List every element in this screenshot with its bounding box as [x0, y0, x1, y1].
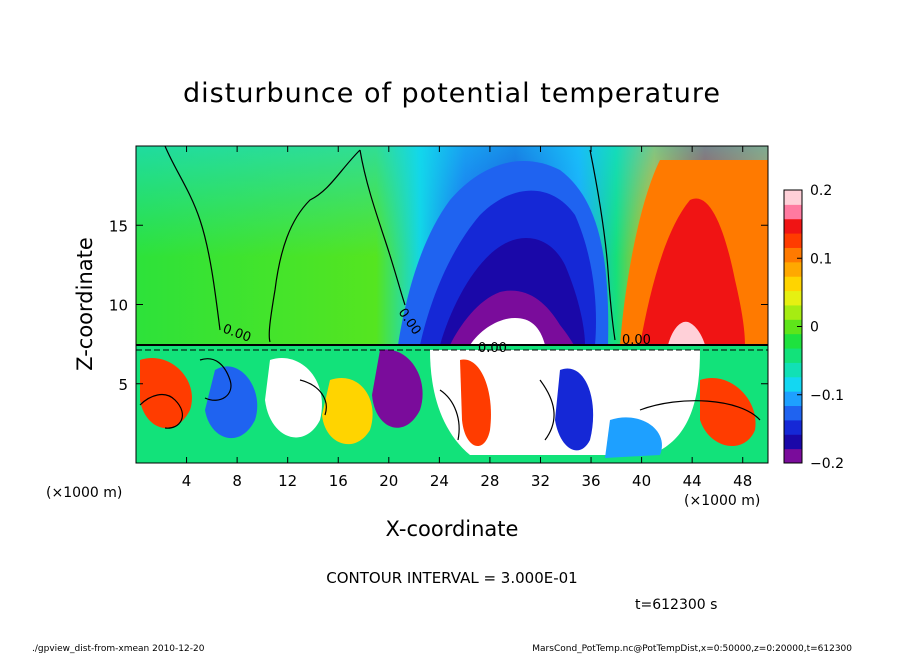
colorbar-tick-label: −0.1 — [810, 388, 844, 404]
colorbar-swatch — [784, 448, 802, 464]
lower-layer-blob-4 — [322, 378, 373, 445]
x-tick-label: 40 — [632, 472, 651, 490]
footer-right: MarsCond_PotTemp.nc@PotTempDist,x=0:5000… — [532, 644, 852, 654]
colorbar-swatch — [784, 376, 802, 392]
colorbar-swatch — [784, 434, 802, 450]
x-tick-label: 36 — [581, 472, 600, 490]
colorbar-swatch — [784, 333, 802, 349]
lower-layer-blob-3 — [265, 358, 322, 438]
lower-layer-blob-5 — [372, 349, 423, 428]
colorbar-swatch — [784, 348, 802, 363]
cold-plume-minimum — [450, 290, 574, 345]
x-tick-label: 12 — [278, 472, 297, 490]
colorbar-swatch — [784, 362, 802, 378]
lower-layer-blob-8 — [700, 378, 756, 447]
colorbar-swatch — [784, 319, 802, 335]
y-tick-label: 15 — [109, 217, 128, 235]
colorbar-swatch — [784, 276, 802, 292]
y-tick-label: 5 — [118, 376, 128, 394]
x-tick-label: 44 — [683, 472, 702, 490]
colorbar-tick-label: 0.1 — [810, 251, 832, 267]
x-tick-label: 28 — [480, 472, 499, 490]
cold-plume-saturated — [470, 318, 545, 345]
colorbar-swatch — [784, 261, 802, 277]
y-tick-label: 10 — [109, 297, 128, 315]
x-axis-label: X-coordinate — [386, 517, 519, 541]
colorbar-swatch — [784, 233, 802, 248]
x-tick-label: 24 — [430, 472, 449, 490]
colorbar-swatch — [784, 190, 802, 205]
contour-label: 0.00 — [478, 341, 507, 356]
colorbar-swatch — [784, 247, 802, 263]
x-tick-label: 4 — [182, 472, 192, 490]
x-unit-right: (×1000 m) — [684, 493, 760, 509]
x-tick-label: 20 — [379, 472, 398, 490]
x-tick-label: 48 — [733, 472, 752, 490]
footer-left: ./gpview_dist-from-xmean 2010-12-20 — [32, 644, 205, 654]
colorbar-swatch — [784, 304, 802, 320]
contour-label: 0.00 — [622, 333, 651, 348]
colorbar-swatch — [784, 290, 802, 306]
colorbar-tick-label: 0 — [810, 320, 819, 336]
colorbar-tick-label: 0.2 — [810, 183, 832, 199]
x-axis: 4 8 12 16 20 24 28 32 36 40 44 48 — [182, 146, 752, 490]
warm-region-peak — [668, 321, 705, 345]
contour-interval: CONTOUR INTERVAL = 3.000E-01 — [326, 569, 577, 587]
lower-layer-blob-7 — [555, 368, 594, 451]
colorbar — [784, 190, 802, 464]
colorbar-swatch — [784, 405, 802, 421]
plot-area: 0.00 0.00 0.00 0.00 — [136, 146, 768, 463]
colorbar-ticks: −0.2 −0.1 0 0.1 0.2 — [797, 183, 844, 472]
colorbar-swatch — [784, 204, 802, 220]
lower-layer-blob-6 — [460, 359, 491, 447]
lower-layer-blob-1 — [140, 358, 192, 429]
x-tick-label: 16 — [329, 472, 348, 490]
lower-layer-blob-9 — [605, 417, 662, 458]
lower-layer-blob-2 — [205, 366, 258, 439]
warm-region-core — [640, 198, 745, 345]
chart-title: disturbunce of potential temperature — [183, 78, 721, 109]
x-tick-label: 32 — [531, 472, 550, 490]
colorbar-tick-label: −0.2 — [810, 456, 844, 472]
contour-lines — [139, 146, 761, 441]
y-axis: 5 10 15 — [109, 217, 768, 394]
x-unit-left: (×1000 m) — [46, 485, 122, 501]
y-axis-label: Z-coordinate — [73, 237, 97, 371]
colorbar-swatch — [784, 391, 802, 407]
time-label: t=612300 s — [635, 597, 717, 613]
colorbar-swatch — [784, 218, 802, 234]
colorbar-swatch — [784, 419, 802, 435]
x-tick-label: 8 — [232, 472, 242, 490]
